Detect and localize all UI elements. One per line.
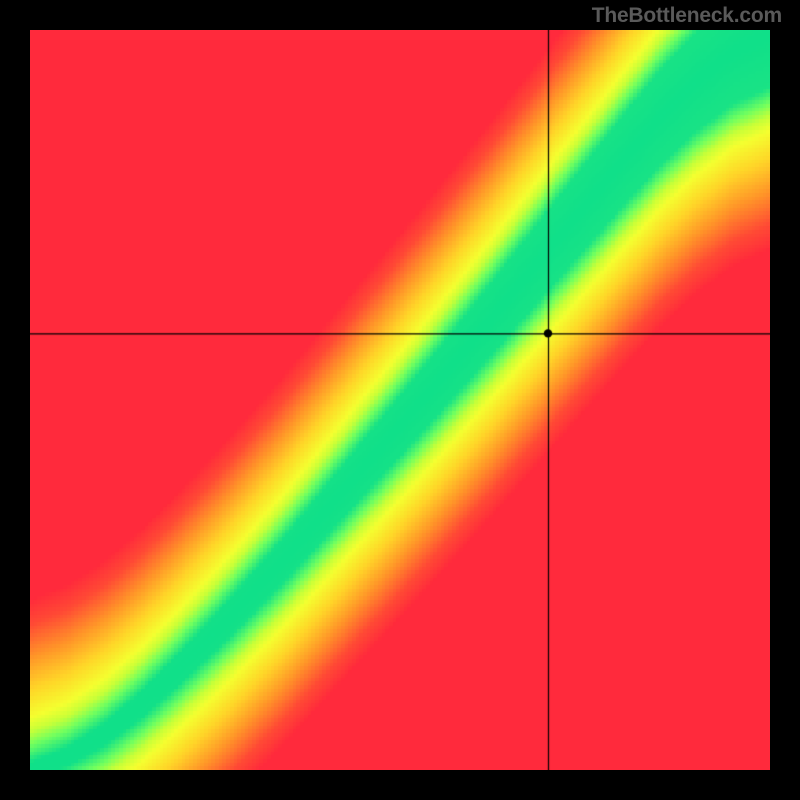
heatmap-plot: [30, 30, 770, 770]
watermark-text: TheBottleneck.com: [592, 4, 782, 28]
heatmap-canvas: [30, 30, 770, 770]
